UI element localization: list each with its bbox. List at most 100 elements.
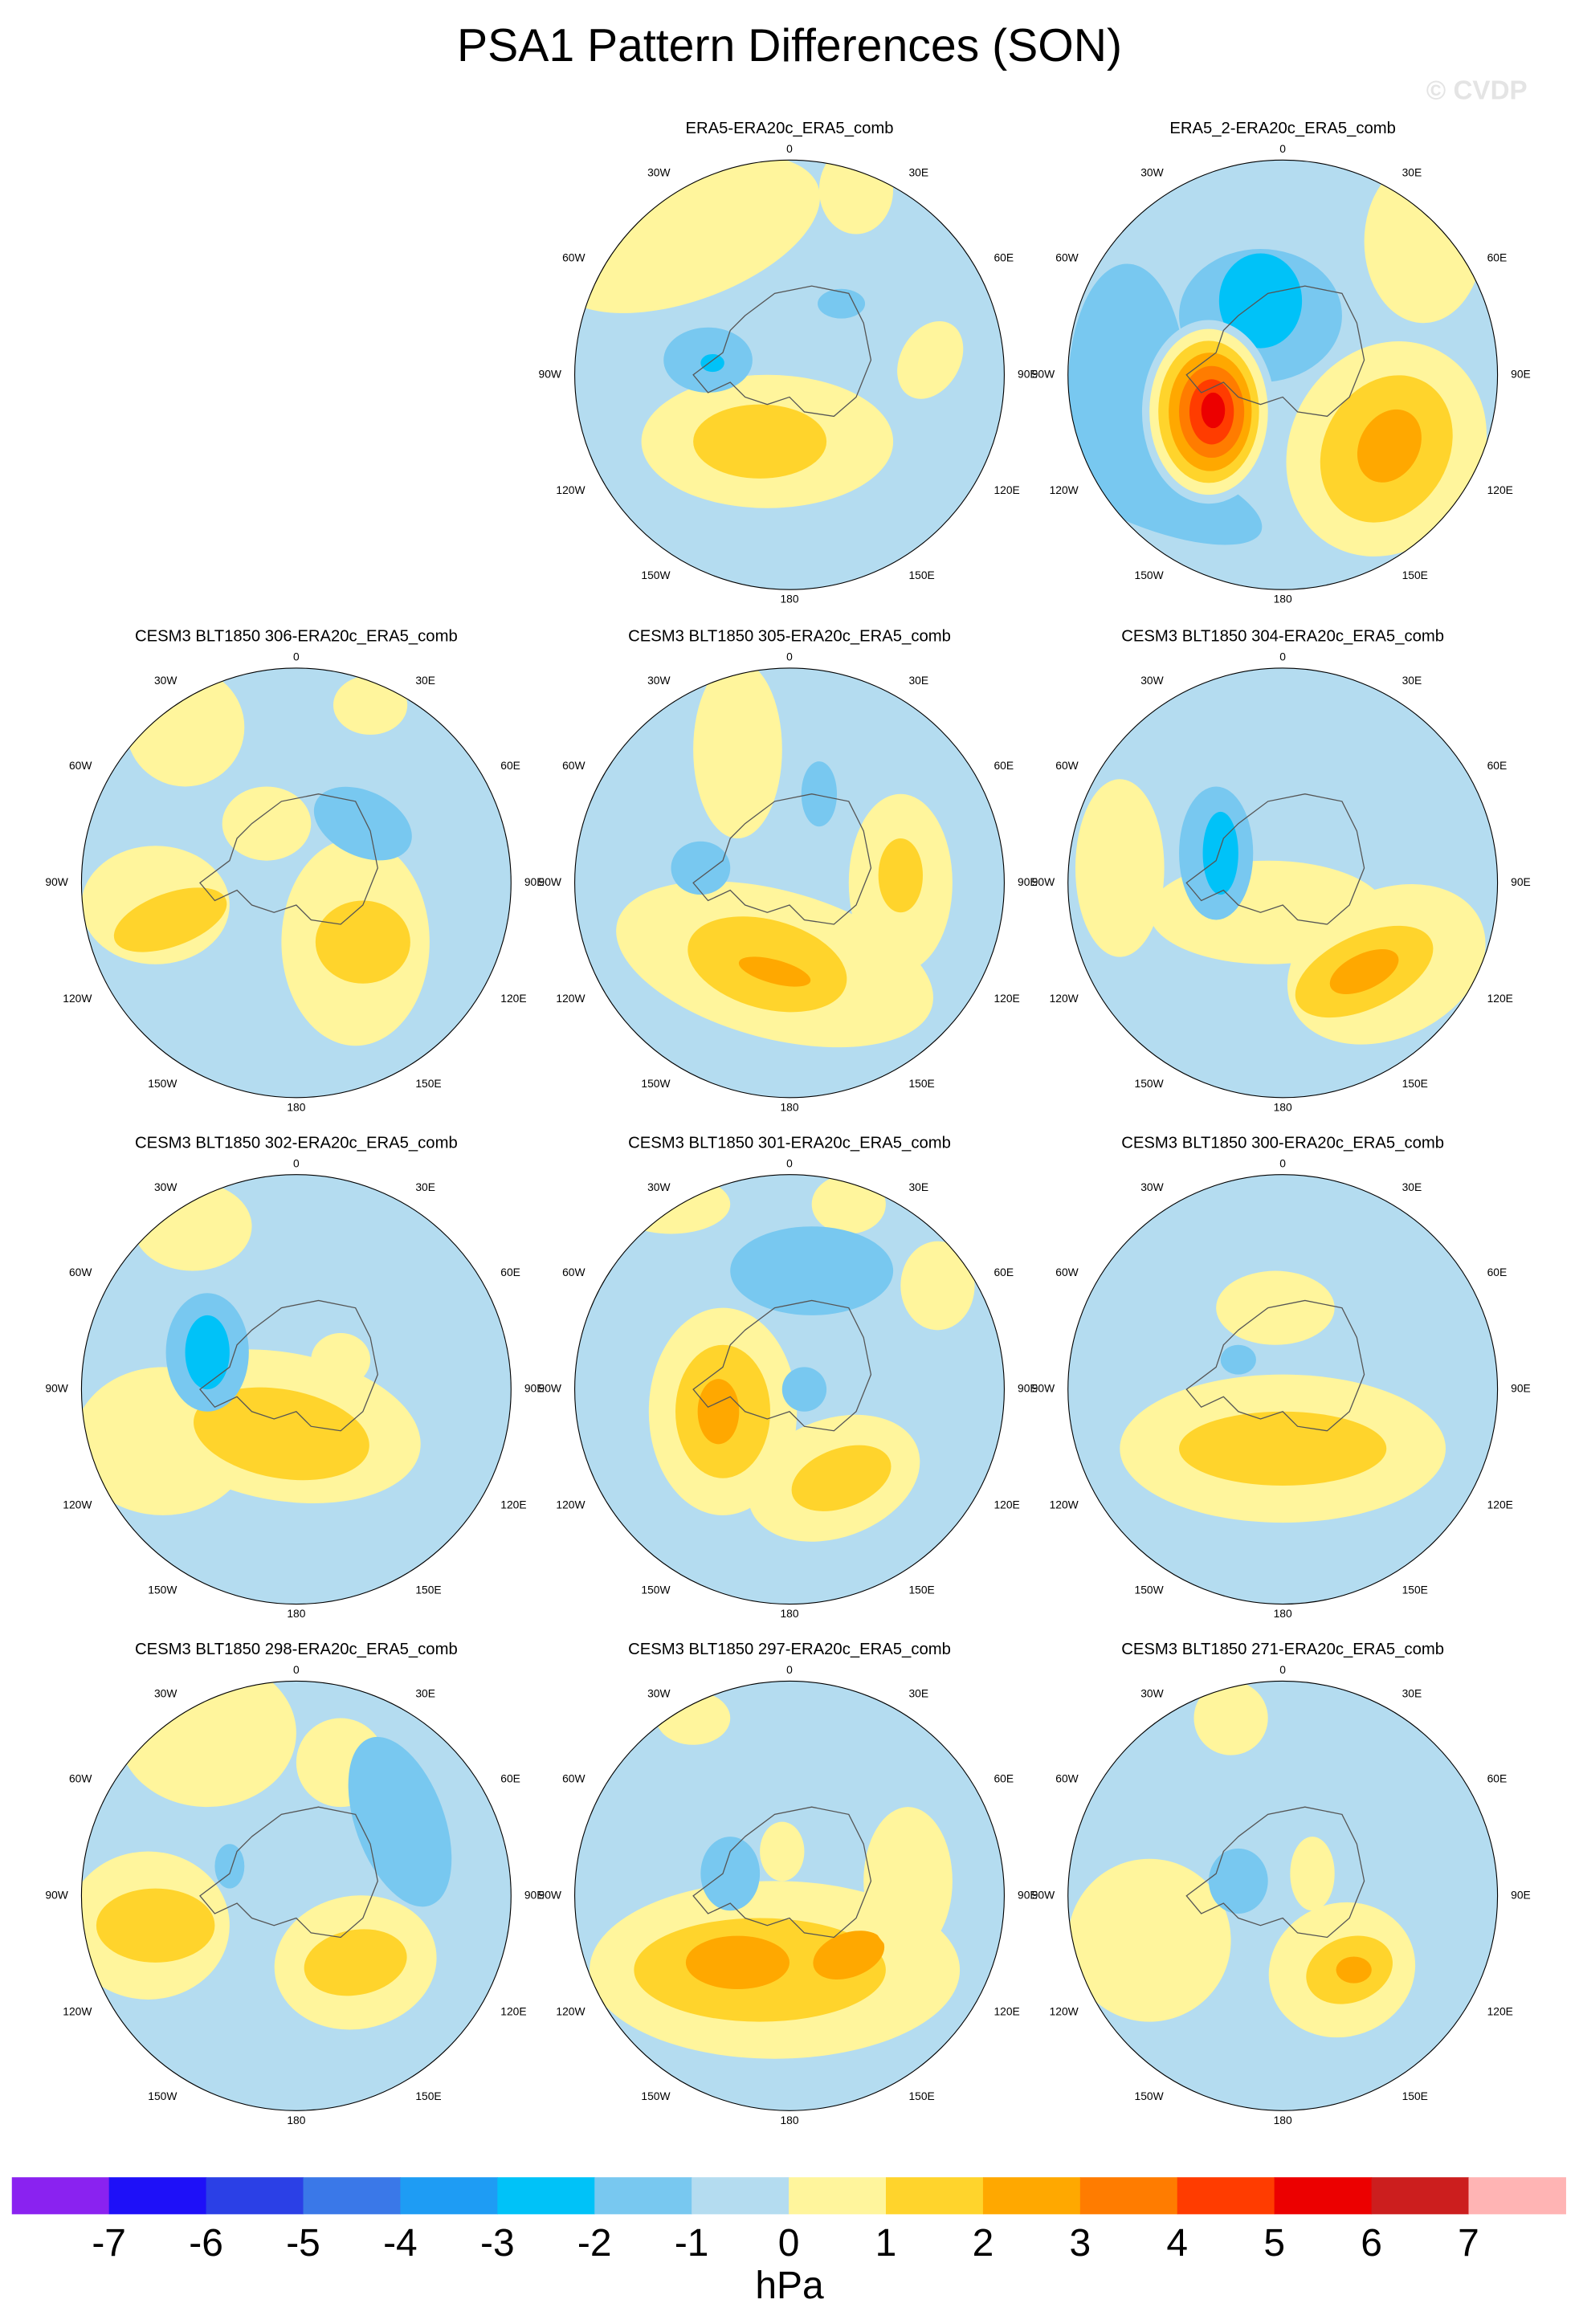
longitude-label: 60E [1487, 251, 1508, 264]
longitude-label: 150W [641, 569, 670, 581]
longitude-label: 60E [1487, 759, 1508, 772]
colorbar-label: -5 [286, 2222, 320, 2265]
longitude-label: 60E [1487, 1772, 1508, 1785]
longitude-label: 30W [154, 1687, 177, 1700]
colorbar-swatch [206, 2177, 304, 2215]
contour-region [791, 1445, 892, 1511]
contour-region [801, 761, 838, 827]
longitude-label: 60E [994, 251, 1014, 264]
map-border [574, 1174, 1005, 1605]
contour-region [693, 667, 782, 839]
panels: ERA5-ERA20c_ERA5_comb 0 30E 60E 90E 120E 150E 1… [45, 120, 1530, 2126]
longitude-label: 150W [148, 2090, 177, 2102]
longitude-label: 30E [908, 1687, 928, 1700]
longitude-label: 90E [1018, 875, 1038, 888]
longitude-label: 120E [500, 2004, 526, 2017]
longitude-label: 30W [1140, 166, 1163, 179]
longitude-label: 120W [63, 992, 92, 1005]
colorbar-label: 1 [875, 2222, 897, 2265]
longitude-label: 30E [908, 166, 928, 179]
contour-region [1179, 1411, 1387, 1486]
longitude-label: 150E [908, 2090, 934, 2102]
contour-region [333, 675, 408, 735]
colorbar-swatch [885, 2177, 984, 2215]
longitude-label: 90E [1018, 367, 1038, 380]
panel-title: CESM3 BLT1850 306-ERA20c_ERA5_comb [135, 628, 458, 646]
coastline [692, 1806, 872, 1939]
map-fill [1067, 1681, 1498, 2111]
contour-region [900, 1241, 975, 1331]
longitude-label: 60E [994, 1266, 1014, 1278]
contour-region [781, 1367, 827, 1412]
contour-region [700, 353, 724, 373]
longitude-label: 30E [1402, 1180, 1422, 1193]
longitude-label: 120E [500, 1498, 526, 1511]
contour-region [671, 841, 731, 895]
map-border [1067, 667, 1499, 1099]
panel-title: CESM3 BLT1850 304-ERA20c_ERA5_comb [1121, 628, 1444, 646]
longitude-label: 120W [1050, 2004, 1079, 2017]
contour-region [214, 1844, 245, 1889]
longitude-label: 90W [1032, 875, 1055, 888]
longitude-label: 60E [1487, 1266, 1508, 1278]
map-fill [81, 1174, 512, 1604]
longitude-label: 90W [45, 875, 67, 888]
longitude-label: 120E [1487, 1498, 1513, 1511]
longitude-label: 60E [500, 759, 520, 772]
coastline [1185, 1806, 1365, 1939]
colorbar-label: 0 [778, 2222, 800, 2265]
longitude-label: 90E [524, 875, 545, 888]
contour-region [878, 838, 923, 913]
longitude-label: 30W [1140, 1687, 1163, 1700]
longitude-label: 90E [1511, 367, 1531, 380]
longitude-label: 60W [69, 1772, 92, 1785]
longitude-label: 90W [539, 1382, 561, 1395]
colorbar-swatch [1177, 2177, 1275, 2215]
contour-region [1208, 1848, 1268, 1914]
longitude-label: 120E [994, 2004, 1019, 2017]
figure-title: PSA1 Pattern Differences (SON) [457, 20, 1122, 71]
coastline [199, 793, 378, 925]
contour-region [611, 1174, 731, 1234]
longitude-label: 150W [1135, 1584, 1164, 1596]
colorbar-swatch [11, 2177, 110, 2215]
panel-title: CESM3 BLT1850 271-ERA20c_ERA5_comb [1121, 1641, 1444, 1658]
longitude-label: 60W [562, 1772, 585, 1785]
contour-region [133, 1181, 252, 1271]
map-fill [1067, 160, 1498, 590]
contour-region [697, 1379, 740, 1445]
longitude-label: 150E [1402, 569, 1428, 581]
contour-region [1075, 779, 1165, 957]
contour-region [1193, 1681, 1268, 1755]
longitude-label: 30W [154, 674, 177, 687]
longitude-label: 150W [148, 1077, 177, 1090]
longitude-label: 0 [293, 650, 300, 663]
contour-region [1290, 1837, 1335, 1911]
contour-region [700, 1837, 761, 1911]
coastline [692, 1299, 872, 1432]
panel-title: ERA5_2-ERA20c_ERA5_comb [1169, 120, 1396, 137]
longitude-label: 60W [69, 1266, 92, 1278]
longitude-label: 120E [1487, 992, 1513, 1005]
longitude-label: 60W [562, 1266, 585, 1278]
map-panel: CESM3 BLT1850 300-ERA20c_ERA5_comb 0 30E 60… [1032, 1134, 1531, 1620]
map-fill [574, 1681, 1005, 2111]
longitude-label: 60W [562, 759, 585, 772]
longitude-label: 0 [786, 650, 793, 663]
coastline [1185, 793, 1365, 925]
longitude-label: 30W [154, 1180, 177, 1193]
contour-region [125, 667, 245, 787]
contour-region [730, 1226, 894, 1315]
longitude-label: 90E [524, 1888, 545, 1901]
contour-region [1220, 1344, 1256, 1375]
contour-region [185, 1315, 230, 1390]
longitude-label: 30W [647, 166, 670, 179]
longitude-label: 30W [647, 674, 670, 687]
longitude-label: 150W [1135, 569, 1164, 581]
longitude-label: 60E [994, 759, 1014, 772]
longitude-label: 90E [1511, 1382, 1531, 1395]
longitude-label: 60W [1055, 251, 1078, 264]
colorbar-label: 3 [1069, 2222, 1091, 2265]
contour-region [1067, 442, 1263, 545]
longitude-label: 0 [1279, 142, 1286, 155]
